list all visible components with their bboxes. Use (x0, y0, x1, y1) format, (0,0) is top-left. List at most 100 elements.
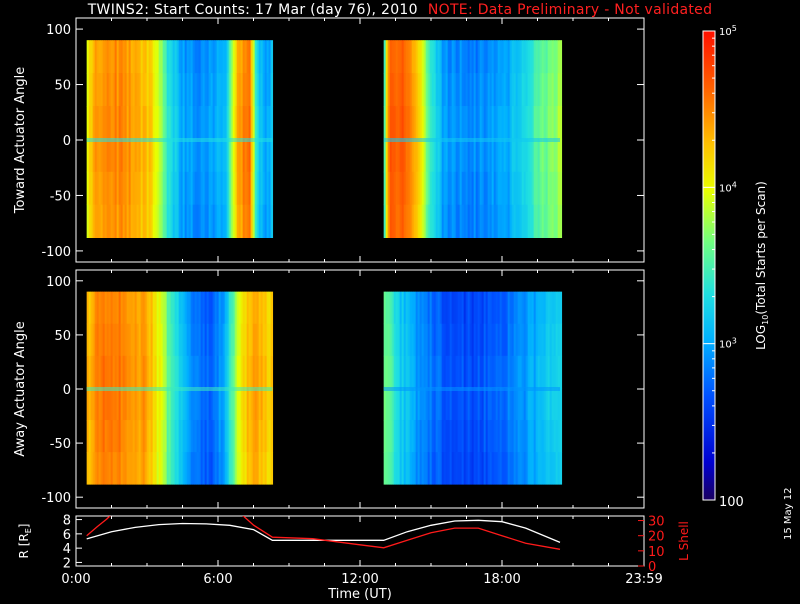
away-cell (260, 452, 264, 485)
toward-cell (525, 171, 529, 206)
away-cell (128, 323, 132, 357)
away-cell (397, 452, 401, 485)
away-y-tick-label: 50 (54, 329, 71, 344)
away-cell (441, 291, 445, 325)
toward-cell (515, 105, 519, 140)
toward-cell (222, 105, 226, 140)
away-cell (152, 452, 156, 485)
away-cell (262, 323, 266, 357)
toward-cell (483, 40, 487, 74)
away-cell (475, 387, 479, 421)
toward-cell (493, 204, 497, 238)
away-cell (543, 323, 547, 357)
toward-cell (268, 204, 272, 238)
away-cell (429, 355, 433, 389)
away-cell (148, 420, 152, 453)
away-cell (519, 387, 523, 421)
away-cell (505, 387, 509, 421)
away-cell (220, 323, 224, 357)
away-cell (210, 387, 214, 421)
toward-cell (543, 40, 547, 74)
away-cell (557, 291, 561, 325)
toward-cell (136, 204, 140, 238)
away-cell (523, 387, 527, 421)
away-cell (453, 291, 457, 325)
toward-cell (471, 40, 475, 74)
toward-cell (449, 105, 453, 140)
away-cell (106, 387, 110, 421)
toward-cell (413, 138, 417, 173)
away-cell (479, 355, 483, 389)
toward-cell (240, 105, 244, 140)
toward-cell (391, 138, 395, 173)
toward-cell (226, 138, 230, 173)
toward-cell (252, 73, 256, 107)
toward-zero-stripe (86, 138, 273, 142)
away-cell (166, 323, 170, 357)
away-cell (453, 387, 457, 421)
away-cell (210, 452, 214, 485)
away-cell (146, 355, 150, 389)
date-stamp: 15 May 12 (783, 487, 794, 540)
toward-cell (513, 73, 517, 107)
away-cell (471, 323, 475, 357)
away-cell (443, 323, 447, 357)
away-cell (182, 452, 186, 485)
toward-cell (557, 105, 561, 140)
heatmap-layer (86, 40, 563, 485)
away-cell (457, 323, 461, 357)
away-cell (144, 323, 148, 357)
away-cell (196, 323, 200, 357)
toward-cell (230, 73, 234, 107)
away-cell (391, 420, 395, 453)
away-cell (451, 387, 455, 421)
toward-cell (170, 171, 174, 206)
away-cell (427, 355, 431, 389)
away-cell (481, 387, 485, 421)
toward-cell (132, 105, 136, 140)
away-cell (441, 452, 445, 485)
toward-cell (509, 138, 513, 173)
toward-cell (447, 105, 451, 140)
away-cell (230, 355, 234, 389)
toward-cell (507, 73, 511, 107)
toward-cell (234, 105, 238, 140)
away-cell (485, 323, 489, 357)
away-cell (256, 420, 260, 453)
away-cell (523, 323, 527, 357)
away-cell (511, 420, 515, 453)
away-cell (222, 323, 226, 357)
toward-cell (250, 40, 254, 74)
away-cell (186, 355, 190, 389)
away-cell (553, 452, 557, 485)
toward-cell (479, 73, 483, 107)
toward-cell (421, 40, 425, 74)
toward-cell (242, 73, 246, 107)
toward-cell (232, 204, 236, 238)
away-cell (122, 291, 126, 325)
away-cell (156, 355, 160, 389)
away-cell (465, 323, 469, 357)
toward-cell (172, 105, 176, 140)
toward-cell (166, 73, 170, 107)
away-cell (413, 387, 417, 421)
away-cell (108, 323, 112, 357)
away-cell (521, 355, 525, 389)
orbit-layer (86, 516, 561, 550)
away-cell (469, 323, 473, 357)
toward-cell (483, 105, 487, 140)
away-cell (505, 291, 509, 325)
toward-cell (124, 138, 128, 173)
away-cell (126, 420, 130, 453)
away-cell (557, 323, 561, 357)
toward-cell (252, 171, 256, 206)
toward-cell (220, 40, 224, 74)
time-tick-label: 18:00 (483, 572, 520, 587)
away-cell (262, 291, 266, 325)
toward-cell (236, 138, 240, 173)
toward-cell (142, 171, 146, 206)
away-cell (214, 420, 218, 453)
orbit-left-tick-label: 8 (63, 514, 71, 529)
away-cell (469, 355, 473, 389)
away-cell (230, 420, 234, 453)
